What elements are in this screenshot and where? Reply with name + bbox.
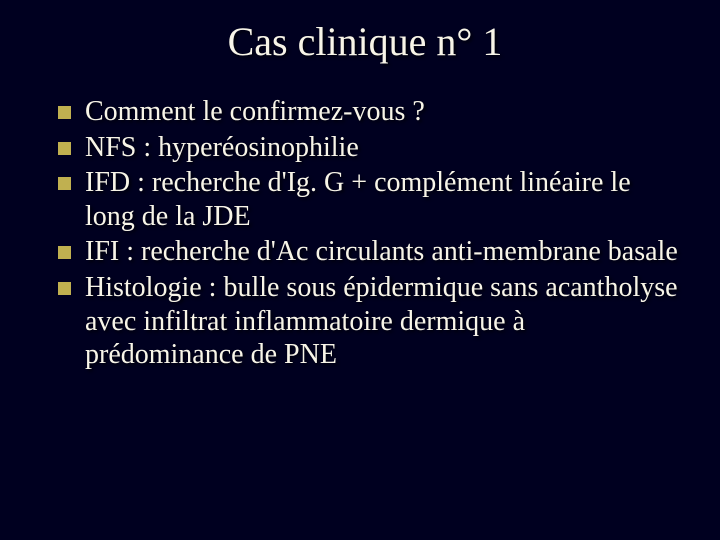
bullet-icon <box>58 282 71 295</box>
bullet-text: Histologie : bulle sous épidermique sans… <box>85 271 680 372</box>
list-item: NFS : hyperéosinophilie <box>58 131 680 165</box>
list-item: Comment le confirmez-vous ? <box>58 95 680 129</box>
list-item: Histologie : bulle sous épidermique sans… <box>58 271 680 372</box>
bullet-icon <box>58 177 71 190</box>
bullet-list: Comment le confirmez-vous ? NFS : hyperé… <box>50 95 680 372</box>
bullet-text: IFD : recherche d'Ig. G + complément lin… <box>85 166 680 233</box>
slide: Cas clinique n° 1 Comment le confirmez-v… <box>0 0 720 540</box>
bullet-icon <box>58 142 71 155</box>
bullet-icon <box>58 106 71 119</box>
list-item: IFD : recherche d'Ig. G + complément lin… <box>58 166 680 233</box>
bullet-icon <box>58 246 71 259</box>
bullet-text: NFS : hyperéosinophilie <box>85 131 680 165</box>
slide-title: Cas clinique n° 1 <box>50 18 680 65</box>
bullet-text: IFI : recherche d'Ac circulants anti-mem… <box>85 235 680 269</box>
list-item: IFI : recherche d'Ac circulants anti-mem… <box>58 235 680 269</box>
bullet-text: Comment le confirmez-vous ? <box>85 95 680 129</box>
